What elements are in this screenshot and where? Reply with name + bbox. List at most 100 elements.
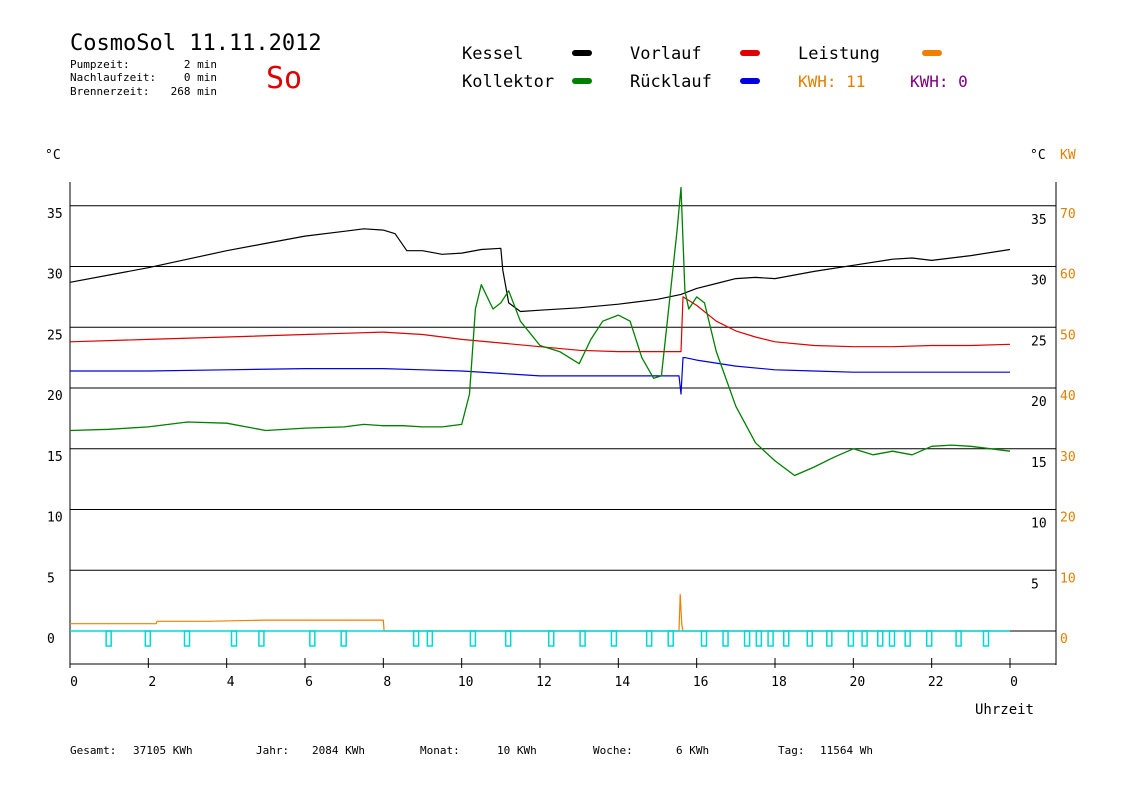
pump-marker <box>826 630 833 647</box>
x-tick-label: 0 <box>1010 675 1018 690</box>
legend-label-kessel: Kessel <box>462 44 523 64</box>
pump-marker <box>743 630 751 647</box>
x-tick-label: 4 <box>227 675 235 690</box>
y-tick-left: 5 <box>47 571 55 586</box>
stat-value-nachlaufzeit: 0 min <box>184 71 217 84</box>
y-tick-left: 15 <box>47 450 63 465</box>
stat-label-pumpzeit: Pumpzeit: <box>70 58 130 71</box>
legend-swatch-kessel <box>572 50 592 56</box>
pump-marker <box>579 630 586 647</box>
kw-tick: 20 <box>1060 511 1076 526</box>
pump-marker <box>340 630 347 647</box>
pump-marker <box>412 630 420 647</box>
y-tick-left: 20 <box>47 389 63 404</box>
right-unit-label: °C <box>1030 148 1046 163</box>
pump-marker <box>861 630 868 647</box>
legend-label-ruecklauf: Rücklauf <box>630 72 712 92</box>
pump-marker <box>469 630 477 647</box>
legend-label-kollektor: Kollektor <box>462 72 554 92</box>
stat-label-nachlaufzeit: Nachlaufzeit: <box>70 71 156 84</box>
series-lines <box>69 186 1011 632</box>
y-tick-right: 5 <box>1031 577 1039 592</box>
pump-marker <box>105 630 112 647</box>
pump-marker <box>144 630 152 647</box>
left-unit-label: °C <box>45 148 61 163</box>
y-tick-right: 10 <box>1031 517 1047 532</box>
footer-monat-value: 10 KWh <box>497 744 537 757</box>
pump-marker <box>888 630 896 647</box>
pump-marker <box>755 630 763 647</box>
x-tick-label: 6 <box>305 675 313 690</box>
y-tick-labels: 0 5 10 15 20 25 30 35 5 10 15 20 25 30 35 0 10 20 30 40 50 60… <box>47 207 1076 647</box>
y-tick-left: 10 <box>47 511 63 526</box>
x-axis-label: Uhrzeit <box>975 702 1034 718</box>
pump-marker <box>548 630 555 647</box>
x-tick-label: 14 <box>615 675 631 690</box>
footer-woche-value: 6 KWh <box>676 744 709 757</box>
kw-tick: 10 <box>1060 571 1076 586</box>
stat-label-brennerzeit: Brennerzeit: <box>70 85 149 98</box>
pump-marker <box>309 630 316 647</box>
kw-tick: 70 <box>1060 207 1076 222</box>
pump-marker <box>667 630 674 647</box>
kw-tick: 50 <box>1060 328 1076 343</box>
kw-tick: 30 <box>1060 450 1076 465</box>
kwh-purple: KWH: 0 <box>910 72 968 91</box>
y-tick-left: 0 <box>47 632 55 647</box>
pump-marker <box>904 630 911 647</box>
x-tick-label: 18 <box>771 675 787 690</box>
chart-title: CosmoSol 11.11.2012 <box>70 31 322 56</box>
pump-marker <box>610 630 618 647</box>
pump-marker <box>847 630 855 647</box>
y-tick-right: 25 <box>1031 334 1047 349</box>
pump-marker <box>806 630 813 647</box>
y-tick-left: 35 <box>47 207 63 222</box>
series-kollektor <box>69 186 1011 477</box>
pump-marker <box>955 630 962 647</box>
kw-tick: 60 <box>1060 268 1076 283</box>
x-tick-label: 0 <box>70 675 78 690</box>
pump-marker <box>722 630 729 647</box>
kwh-orange: KWH: 11 <box>798 72 865 91</box>
kw-unit-label: KW <box>1060 148 1076 163</box>
stat-value-brennerzeit: 268 min <box>171 85 217 98</box>
kw-tick: 0 <box>1060 632 1068 647</box>
legend-swatch-vorlauf <box>740 50 760 56</box>
y-tick-right: 30 <box>1031 274 1047 289</box>
x-tick-labels: 0 2 4 6 8 10 12 14 16 18 20 22 0 <box>69 658 1018 690</box>
day-label: So <box>266 61 302 96</box>
pump-markers <box>70 630 1010 647</box>
series-kessel <box>69 228 1011 313</box>
x-tick-label: 16 <box>693 675 709 690</box>
y-tick-left: 25 <box>47 328 63 343</box>
pump-marker <box>183 630 191 647</box>
pump-marker <box>877 630 884 647</box>
x-tick-label: 2 <box>148 675 156 690</box>
pump-marker <box>426 630 434 647</box>
pump-marker <box>258 630 265 647</box>
grid-lines <box>70 205 1056 632</box>
y-tick-right: 35 <box>1031 213 1047 228</box>
y-tick-right: 20 <box>1031 395 1047 410</box>
pump-marker <box>783 630 790 647</box>
series-vorlauf <box>69 296 1011 353</box>
pump-marker <box>230 630 238 647</box>
kw-tick: 40 <box>1060 389 1076 404</box>
footer-gesamt-value: 37105 KWh <box>133 744 193 757</box>
footer-jahr-label: Jahr: <box>256 744 289 757</box>
x-tick-label: 20 <box>850 675 866 690</box>
footer-tag-label: Tag: <box>778 744 805 757</box>
y-tick-left: 30 <box>47 268 63 283</box>
legend-swatch-ruecklauf <box>740 78 760 84</box>
pump-marker <box>645 630 653 647</box>
pump-marker <box>925 630 933 647</box>
footer-tag-value: 11564 Wh <box>820 744 873 757</box>
x-tick-label: 12 <box>536 675 552 690</box>
footer-gesamt-label: Gesamt: <box>70 744 116 757</box>
x-tick-label: 8 <box>383 675 391 690</box>
legend-swatch-kollektor <box>572 78 592 84</box>
legend-label-leistung: Leistung <box>798 44 880 64</box>
footer-jahr-value: 2084 KWh <box>312 744 365 757</box>
pump-marker <box>982 630 990 647</box>
